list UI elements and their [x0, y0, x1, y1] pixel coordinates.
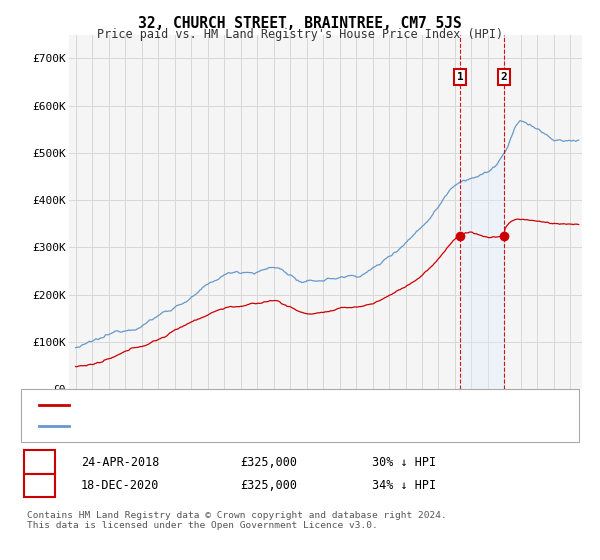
Text: 30% ↓ HPI: 30% ↓ HPI — [372, 455, 436, 469]
Text: 18-DEC-2020: 18-DEC-2020 — [81, 479, 160, 492]
Text: Price paid vs. HM Land Registry's House Price Index (HPI): Price paid vs. HM Land Registry's House … — [97, 28, 503, 41]
Text: 24-APR-2018: 24-APR-2018 — [81, 455, 160, 469]
Text: £325,000: £325,000 — [240, 479, 297, 492]
Text: 1: 1 — [36, 455, 43, 469]
Text: 2: 2 — [500, 72, 508, 82]
Text: £325,000: £325,000 — [240, 455, 297, 469]
Text: 2: 2 — [36, 479, 43, 492]
Text: Contains HM Land Registry data © Crown copyright and database right 2024.
This d: Contains HM Land Registry data © Crown c… — [27, 511, 447, 530]
Text: 1: 1 — [457, 72, 464, 82]
Text: 34% ↓ HPI: 34% ↓ HPI — [372, 479, 436, 492]
Text: 32, CHURCH STREET, BRAINTREE, CM7 5JS (detached house): 32, CHURCH STREET, BRAINTREE, CM7 5JS (d… — [75, 400, 413, 410]
Text: 32, CHURCH STREET, BRAINTREE, CM7 5JS: 32, CHURCH STREET, BRAINTREE, CM7 5JS — [138, 16, 462, 31]
Text: HPI: Average price, detached house, Braintree: HPI: Average price, detached house, Brai… — [75, 421, 356, 431]
